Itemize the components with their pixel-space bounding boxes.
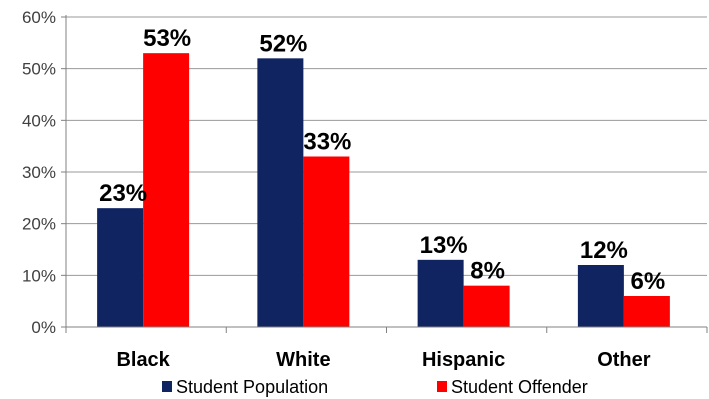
data-label: 52% — [259, 30, 307, 57]
bar-student-offender-white — [303, 156, 350, 327]
x-category-label: Other — [597, 349, 651, 371]
bar-student-population-other — [577, 265, 624, 327]
legend-swatch — [162, 381, 172, 392]
data-label: 6% — [631, 268, 666, 295]
x-axis: Black White Hispanic Other — [65, 326, 708, 371]
bars — [97, 53, 670, 328]
data-label: 13% — [420, 232, 468, 259]
data-label: 53% — [143, 25, 191, 52]
data-label: 23% — [99, 180, 147, 207]
data-label: 12% — [580, 237, 628, 264]
bar-student-offender-other — [623, 296, 670, 327]
legend-label: Student Offender — [451, 377, 588, 397]
legend-swatch — [437, 381, 447, 392]
bar-student-offender-hispanic — [463, 285, 510, 327]
x-category-label: White — [276, 349, 330, 371]
y-tick-label: 20% — [22, 215, 56, 234]
y-tick-label: 30% — [22, 163, 56, 182]
legend: Student Population Student Offender — [162, 377, 588, 397]
y-axis: 0% 10% 20% 30% 40% 50% 60% — [22, 8, 67, 337]
x-category-label: Hispanic — [422, 349, 505, 371]
data-label: 8% — [470, 258, 505, 285]
data-labels: 23% 53% 52% 33% 13%8% 12%6% — [99, 25, 665, 295]
bar-student-population-hispanic — [417, 259, 464, 327]
y-tick-label: 40% — [22, 111, 56, 130]
data-label: 33% — [303, 129, 351, 156]
y-tick-label: 60% — [22, 8, 56, 27]
bar-student-population-white — [257, 58, 304, 327]
bar-student-population-black — [97, 208, 144, 327]
y-tick-label: 0% — [31, 318, 56, 337]
bar-student-offender-black — [143, 53, 190, 328]
legend-label: Student Population — [176, 377, 328, 397]
y-tick-label: 10% — [22, 266, 56, 285]
x-category-label: Black — [116, 349, 170, 371]
y-tick-label: 50% — [22, 60, 56, 79]
